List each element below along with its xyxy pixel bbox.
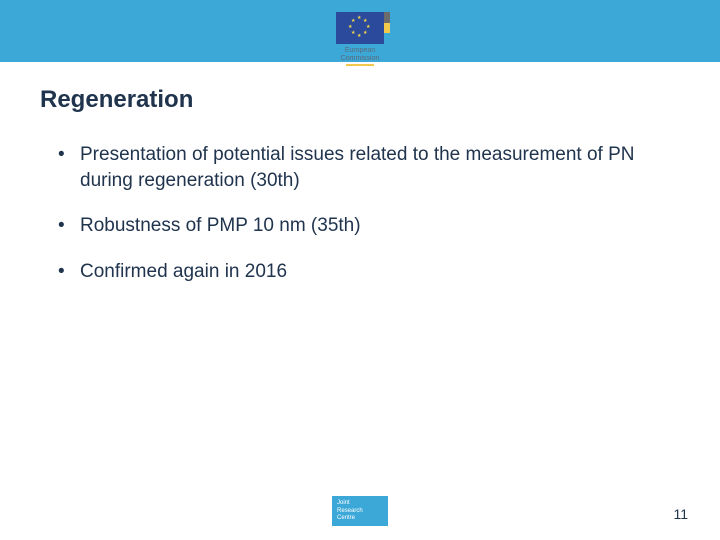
- bullet-item: Confirmed again in 2016: [58, 259, 680, 285]
- ec-logo: ★ ★ ★ ★ ★ ★ ★ ★ European Commission: [332, 12, 388, 66]
- page-number: 11: [673, 506, 688, 522]
- jrc-line2: Research: [337, 508, 363, 514]
- jrc-footer-logo: Joint Research Centre: [332, 496, 388, 526]
- ec-logo-text: European Commission: [341, 47, 380, 62]
- ec-logo-line1: European: [345, 47, 375, 54]
- header-bar: ★ ★ ★ ★ ★ ★ ★ ★ European Commission: [0, 0, 720, 62]
- ec-logo-underline: [346, 64, 374, 66]
- bullet-list: Presentation of potential issues related…: [40, 142, 680, 285]
- ec-logo-line2: Commission: [341, 55, 380, 62]
- bullet-item: Robustness of PMP 10 nm (35th): [58, 213, 680, 239]
- slide-content: Regeneration Presentation of potential i…: [0, 62, 720, 285]
- slide-title: Regeneration: [40, 86, 680, 114]
- jrc-line3: Centre: [337, 515, 355, 521]
- jrc-line1: Joint: [337, 500, 350, 506]
- eu-flag-icon: ★ ★ ★ ★ ★ ★ ★ ★: [336, 12, 384, 44]
- bullet-item: Presentation of potential issues related…: [58, 142, 680, 193]
